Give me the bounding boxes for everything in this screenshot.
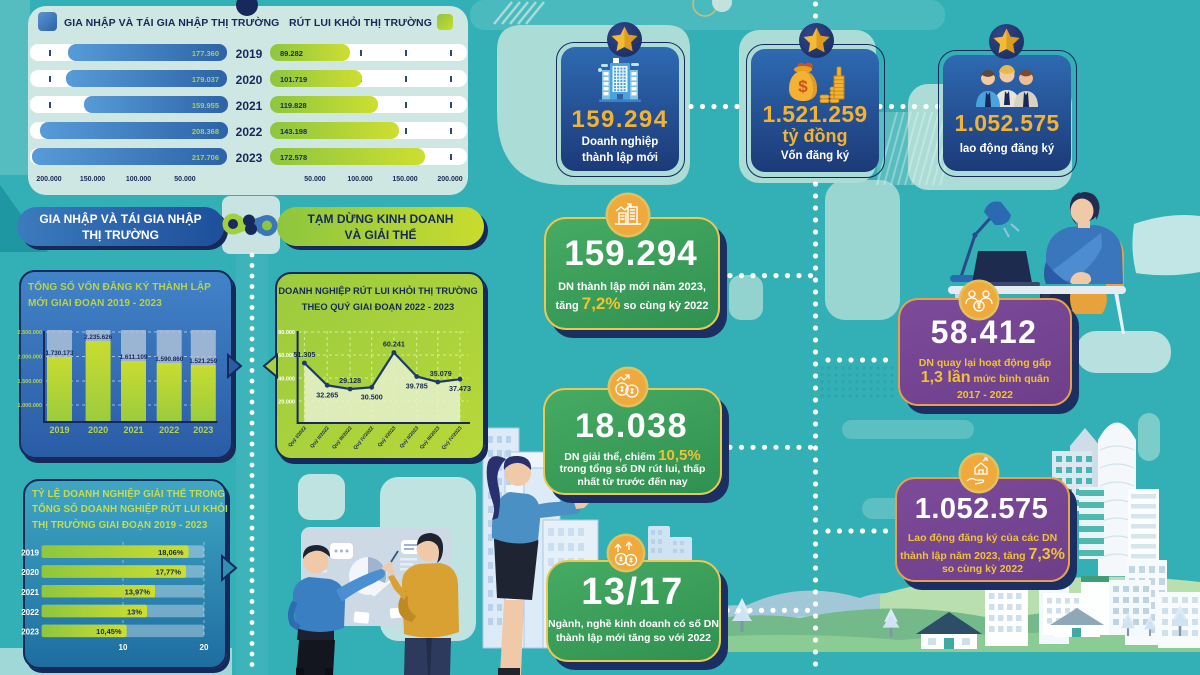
svg-text:2022: 2022 [21,608,39,617]
svg-text:2023: 2023 [21,628,39,637]
svg-text:2022: 2022 [159,425,179,435]
svg-text:80.000: 80.000 [278,330,295,336]
svg-text:39.785: 39.785 [406,382,428,391]
svg-text:$: $ [798,77,808,96]
svg-text:Quý II/2022: Quý II/2022 [309,425,331,449]
svg-text:60.241: 60.241 [383,340,405,349]
svg-text:Quý I/2023: Quý I/2023 [377,425,398,448]
svg-text:20: 20 [200,643,209,652]
svg-text:1.730.173: 1.730.173 [45,350,74,357]
svg-text:2020: 2020 [88,425,108,435]
svg-text:Quý IV/2023: Quý IV/2023 [441,425,464,451]
svg-text:1.521.259: 1.521.259 [189,358,218,365]
svg-text:1.000.000: 1.000.000 [18,403,42,409]
svg-text:1.500.000: 1.500.000 [18,379,42,385]
svg-text:2019: 2019 [21,548,39,557]
svg-text:13,97%: 13,97% [125,588,151,597]
svg-text:2019: 2019 [49,425,69,435]
svg-text:13%: 13% [127,607,142,616]
svg-text:37.473: 37.473 [449,384,471,393]
svg-text:40.000: 40.000 [278,377,295,383]
svg-text:60.000: 60.000 [278,353,295,359]
svg-text:30.500: 30.500 [361,392,383,401]
svg-text:1.611.109: 1.611.109 [120,354,148,361]
svg-text:35.079: 35.079 [430,369,452,378]
svg-text:2021: 2021 [123,425,143,435]
svg-text:17,77%: 17,77% [156,568,182,577]
svg-text:Quý I/2022: Quý I/2022 [287,425,308,448]
svg-text:2.500.000: 2.500.000 [18,330,42,336]
svg-text:2.235.626: 2.235.626 [84,334,113,341]
svg-text:Quý II/2023: Quý II/2023 [399,425,421,449]
svg-text:20.000: 20.000 [278,400,295,406]
svg-text:10: 10 [119,643,128,652]
svg-text:32.265: 32.265 [316,390,338,399]
svg-text:2021: 2021 [21,588,39,597]
svg-text:51.305: 51.305 [293,350,315,359]
svg-text:29.128: 29.128 [339,376,361,385]
svg-text:10,45%: 10,45% [96,627,122,636]
svg-text:18,06%: 18,06% [158,548,184,557]
svg-text:2023: 2023 [193,425,213,435]
svg-text:2.000.000: 2.000.000 [18,355,42,361]
svg-text:Quý III/2022: Quý III/2022 [331,425,354,450]
svg-text:Quý III/2023: Quý III/2023 [419,425,442,450]
svg-text:2020: 2020 [21,568,39,577]
svg-text:1.590.860: 1.590.860 [155,356,184,363]
svg-text:Quý IV/2022: Quý IV/2022 [352,425,375,451]
